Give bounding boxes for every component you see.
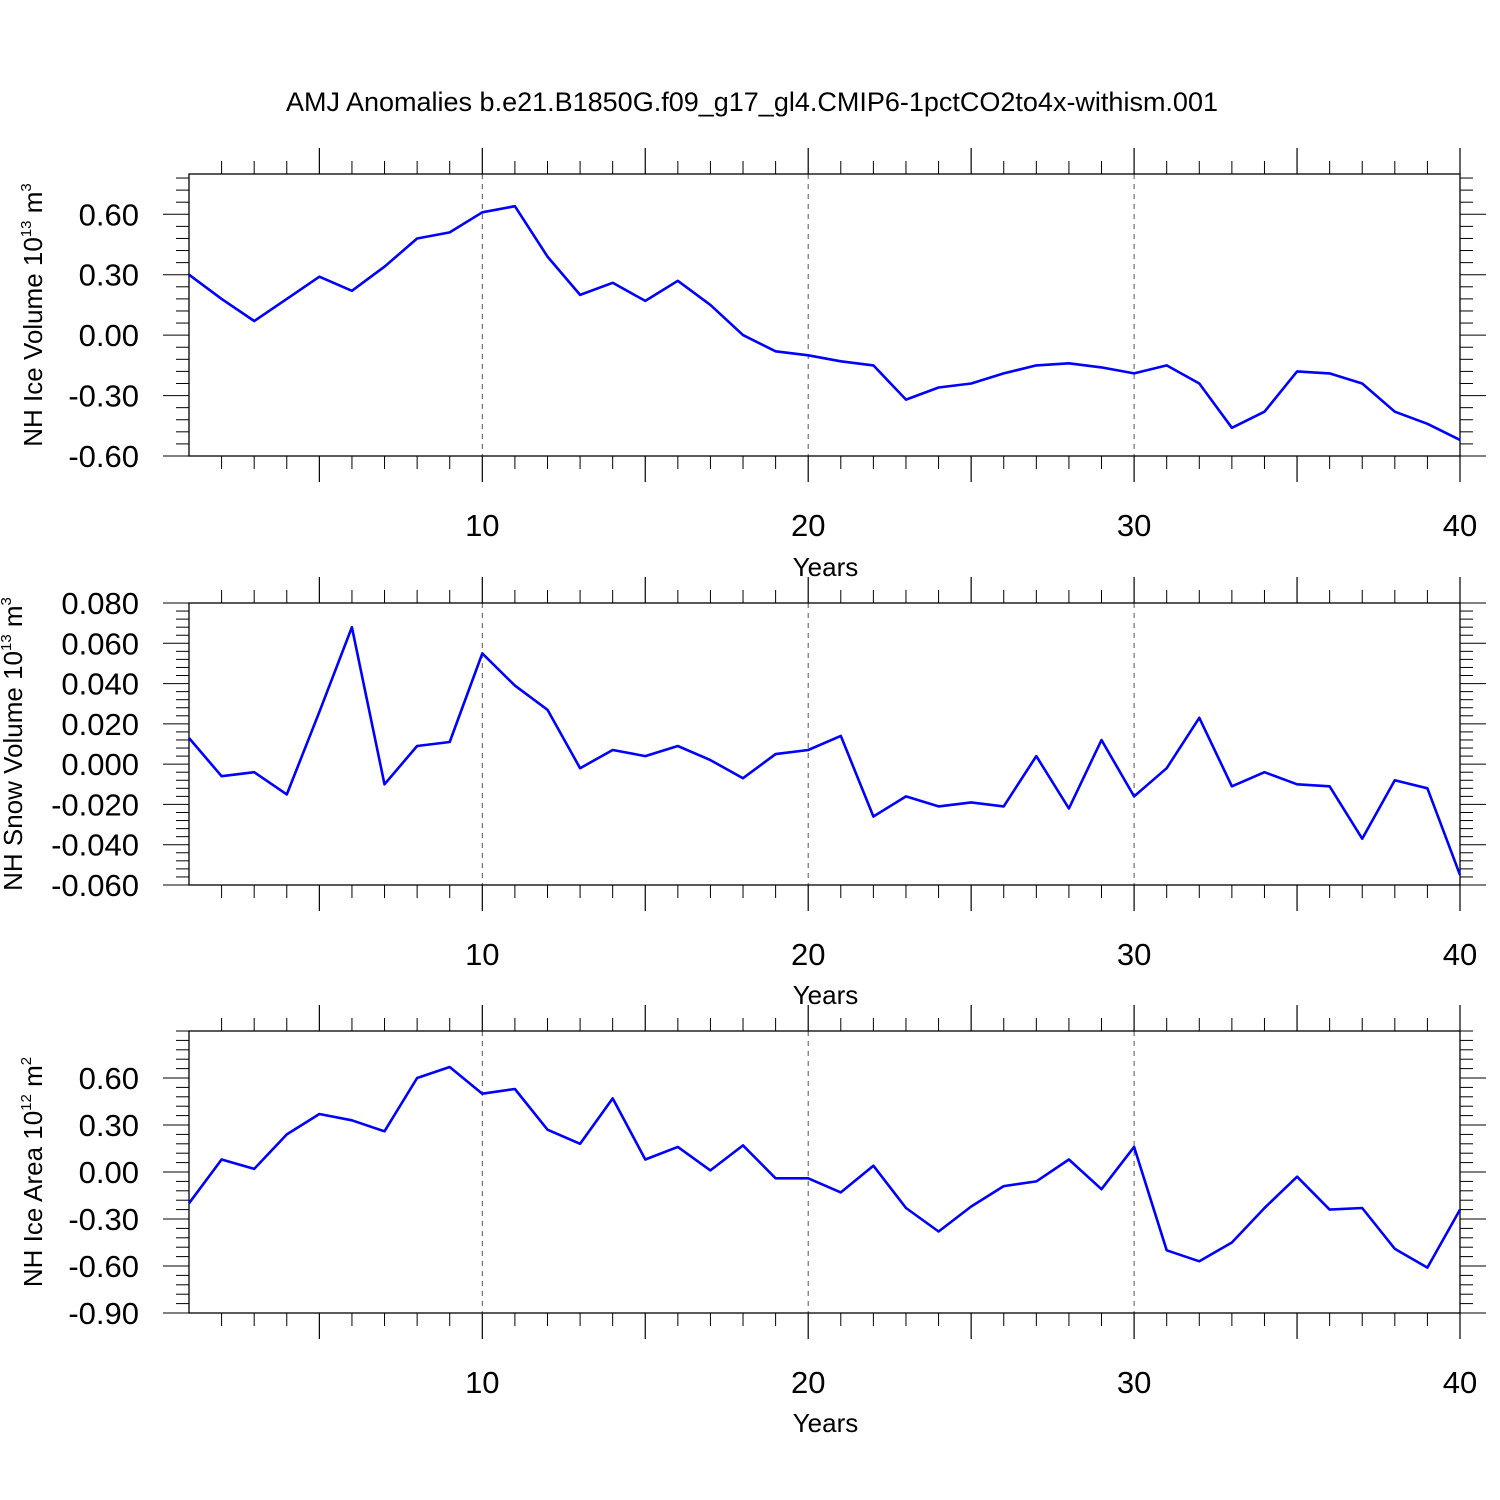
panel-2: 10 20 30 40 0.080 0.060 0.040 0.020 0.000 -0.020 -… xyxy=(0,577,1486,1010)
y-tick-label: 0.060 xyxy=(61,626,139,661)
y-axis-label: NH Ice Volume 1013 m3 xyxy=(18,183,48,446)
y-axis-label: NH Ice Area 1012 m2 xyxy=(18,1057,48,1287)
x-tick-label: 40 xyxy=(1443,937,1477,972)
y-tick-label: 0.00 xyxy=(79,1155,139,1190)
x-tick-label: 30 xyxy=(1117,937,1151,972)
x-axis-label: Years xyxy=(793,552,859,582)
panel-3: 10 20 30 40 0.60 0.30 0.00 -0.30 -0.60 -0.90 Years… xyxy=(18,1005,1486,1438)
x-tick-label: 20 xyxy=(791,937,825,972)
plot-frame xyxy=(188,1030,1461,1314)
panels: 10 20 30 40 0.60 0.30 0.00 -0.30 -0.60 Years NH Ic… xyxy=(0,148,1486,1438)
y-axis-label-superscript: 2 xyxy=(18,1057,35,1065)
x-tick-label: 20 xyxy=(791,508,825,543)
y-tick-label: -0.60 xyxy=(68,439,139,474)
y-tick-label: 0.00 xyxy=(79,318,139,353)
y-axis-label-part: NH Snow Volume 10 xyxy=(0,651,28,891)
y-tick-label: 0.30 xyxy=(79,258,139,293)
y-tick-label: 0.040 xyxy=(61,667,139,702)
x-tick-label: 10 xyxy=(465,508,499,543)
y-axis-label-part: NH Ice Volume 10 xyxy=(18,237,48,447)
series-line xyxy=(187,1065,1462,1269)
panel-1: 10 20 30 40 0.60 0.30 0.00 -0.30 -0.60 Years NH Ic… xyxy=(18,148,1486,582)
y-tick-label: 0.60 xyxy=(79,1061,139,1096)
y-axis-label-superscript: 12 xyxy=(18,1094,35,1111)
x-tick-label: 40 xyxy=(1443,508,1477,543)
plot-frame xyxy=(188,602,1461,886)
y-tick-label: 0.30 xyxy=(79,1108,139,1143)
series-line xyxy=(188,625,1462,876)
y-axis-label-superscript: 13 xyxy=(18,220,35,237)
x-tick-label: 30 xyxy=(1117,1365,1151,1400)
y-axis-label-superscript: 3 xyxy=(0,597,15,605)
y-tick-label: 0.000 xyxy=(61,747,139,782)
y-tick-label: -0.30 xyxy=(68,1202,139,1237)
y-tick-label: 0.080 xyxy=(61,586,139,621)
y-tick-label: -0.060 xyxy=(51,868,139,903)
y-tick-label: -0.60 xyxy=(68,1249,139,1284)
y-axis-label-superscript: 3 xyxy=(18,183,35,191)
y-axis-label-part: m xyxy=(18,192,48,221)
y-tick-label: 0.60 xyxy=(79,197,139,232)
y-tick-label: 0.020 xyxy=(61,707,139,742)
y-axis-label-superscript: 13 xyxy=(0,634,15,651)
series-line xyxy=(188,204,1461,442)
y-axis-label: NH Snow Volume 1013 m3 xyxy=(0,597,28,891)
x-tick-label: 40 xyxy=(1443,1365,1477,1400)
x-axis-label: Years xyxy=(793,1408,859,1438)
x-tick-label: 30 xyxy=(1117,508,1151,543)
y-tick-label: -0.040 xyxy=(51,828,139,863)
y-tick-label: -0.90 xyxy=(68,1296,139,1331)
x-axis-label: Years xyxy=(793,980,859,1010)
plot-frame xyxy=(188,173,1461,457)
y-axis-label-part: m xyxy=(18,1065,48,1094)
y-axis-label-part: m xyxy=(0,605,28,634)
x-tick-label: 10 xyxy=(465,937,499,972)
chart-title: AMJ Anomalies b.e21.B1850G.f09_g17_gl4.C… xyxy=(286,87,1218,117)
y-axis-label-part: NH Ice Area 10 xyxy=(18,1111,48,1287)
x-tick-label: 20 xyxy=(791,1365,825,1400)
y-tick-label: -0.020 xyxy=(51,787,139,822)
x-tick-label: 10 xyxy=(465,1365,499,1400)
y-tick-label: -0.30 xyxy=(68,379,139,414)
